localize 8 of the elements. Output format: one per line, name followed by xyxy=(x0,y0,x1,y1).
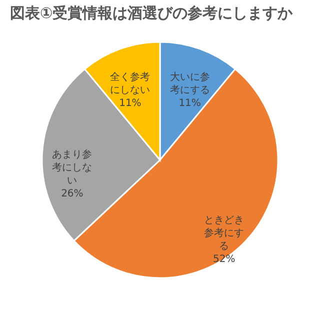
chart-title: 図表①受賞情報は酒選びの参考にしますか xyxy=(10,4,294,22)
data-label: 11% xyxy=(119,98,142,110)
data-label: 11% xyxy=(178,98,201,110)
slice-label: 全く参考にしない xyxy=(110,71,150,96)
slice-label: あまり参考にしない xyxy=(52,148,92,186)
data-label: 26% xyxy=(61,188,84,200)
slice-label: ときどき参考にする xyxy=(204,215,244,252)
slice-label: 大いに参考にする xyxy=(170,71,210,96)
